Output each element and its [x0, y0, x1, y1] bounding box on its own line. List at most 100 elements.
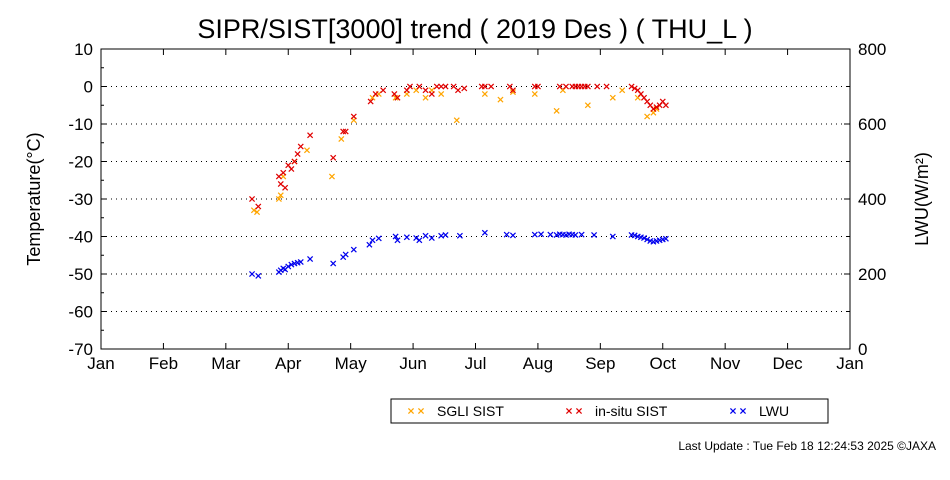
data-point — [631, 85, 638, 92]
data-point — [454, 87, 462, 94]
data-point — [641, 234, 648, 242]
y-right-tick-label: 800 — [858, 40, 886, 59]
y-tick-label: -50 — [68, 265, 93, 284]
y-right-tick-label: 600 — [858, 115, 886, 134]
data-point — [534, 83, 541, 90]
data-point — [653, 104, 660, 111]
legend-label: SGLI SIST — [437, 403, 504, 419]
data-point — [584, 102, 591, 109]
data-point — [416, 83, 423, 90]
data-point — [342, 251, 349, 258]
data-point — [366, 241, 373, 248]
data-point — [394, 237, 401, 244]
data-point — [538, 231, 545, 238]
chart-title: SIPR/SIST[3000] trend ( 2019 Des ) ( THU… — [197, 14, 752, 44]
data-point — [255, 203, 262, 210]
y-tick-label: -10 — [68, 115, 93, 134]
legend-marker — [417, 407, 425, 415]
data-point — [438, 90, 445, 98]
x-tick-label: Dec — [772, 354, 803, 373]
legend-marker — [739, 407, 747, 415]
data-point — [481, 90, 488, 98]
data-point — [406, 83, 413, 90]
data-point — [280, 169, 287, 176]
data-point — [428, 90, 435, 98]
y-tick-label: -30 — [68, 190, 93, 209]
data-point — [249, 270, 256, 278]
y-tick-label: -40 — [68, 228, 93, 247]
data-point — [375, 235, 382, 242]
data-point — [619, 87, 626, 94]
y-tick-label: -70 — [68, 340, 93, 359]
data-point — [342, 128, 349, 135]
data-point — [584, 83, 591, 90]
data-point — [594, 83, 601, 90]
left-axis-ticks: 10 0 -10 -20 -30 -40 -50 -60 -70 — [68, 40, 107, 359]
plot-frame — [100, 48, 851, 350]
x-tick-label: Oct — [650, 354, 677, 373]
data-point — [372, 90, 379, 98]
data-point — [609, 233, 616, 240]
data-point — [394, 94, 401, 101]
data-point — [509, 87, 516, 94]
data-point — [644, 236, 651, 243]
data-point — [556, 83, 563, 90]
data-point — [509, 89, 516, 96]
data-point — [442, 231, 449, 239]
legend-box — [390, 398, 829, 424]
data-point — [330, 260, 337, 267]
y-tick-label: -20 — [68, 153, 93, 172]
data-point — [367, 98, 374, 105]
data-point — [609, 94, 616, 101]
y-axis-label-right: LWU(W/m²) — [912, 152, 932, 246]
data-point — [650, 105, 657, 113]
x-tick-label: Jul — [465, 354, 487, 373]
data-point — [340, 128, 347, 135]
data-point — [644, 113, 651, 120]
y-axis-label-left: Temperature(°C) — [24, 132, 44, 265]
data-point — [303, 147, 310, 154]
data-point — [307, 132, 314, 139]
legend-item: in-situ SIST — [565, 403, 668, 419]
x-tick-label: Jun — [399, 354, 426, 373]
grid-lines — [101, 86, 850, 312]
data-point — [481, 229, 488, 236]
data-point — [307, 255, 314, 263]
data-point — [297, 258, 304, 266]
legend-label: LWU — [759, 403, 789, 419]
x-tick-label: Aug — [523, 354, 553, 373]
data-point — [328, 173, 335, 180]
data-point — [380, 87, 387, 94]
legend: SGLI SIST in-situ SIST LWU — [390, 398, 829, 424]
legend-item: SGLI SIST — [407, 403, 504, 419]
data-point — [249, 195, 256, 203]
y-right-tick-label: 400 — [858, 190, 886, 209]
data-point — [330, 154, 337, 161]
data-point — [413, 234, 420, 242]
legend-marker — [729, 407, 737, 415]
data-point — [572, 231, 579, 239]
data-point — [297, 143, 304, 150]
legend-label: in-situ SIST — [595, 403, 668, 419]
data-marks — [249, 83, 669, 279]
data-point — [294, 150, 301, 158]
legend-marker — [565, 407, 573, 415]
x-tick-label: Mar — [211, 354, 241, 373]
data-point — [578, 231, 585, 238]
data-point — [416, 237, 423, 244]
x-tick-label: Nov — [710, 354, 741, 373]
data-point — [456, 232, 463, 239]
data-point — [403, 234, 410, 241]
data-point — [254, 209, 261, 216]
data-point — [422, 232, 429, 239]
data-point — [662, 235, 669, 242]
data-point — [497, 96, 504, 103]
data-point — [291, 158, 298, 165]
data-point — [422, 87, 429, 94]
data-point — [422, 94, 429, 101]
data-point — [662, 102, 669, 109]
data-point — [392, 233, 399, 240]
x-tick-label: Feb — [149, 354, 178, 373]
data-point — [433, 83, 440, 90]
series-in-situ-sist — [249, 83, 669, 210]
